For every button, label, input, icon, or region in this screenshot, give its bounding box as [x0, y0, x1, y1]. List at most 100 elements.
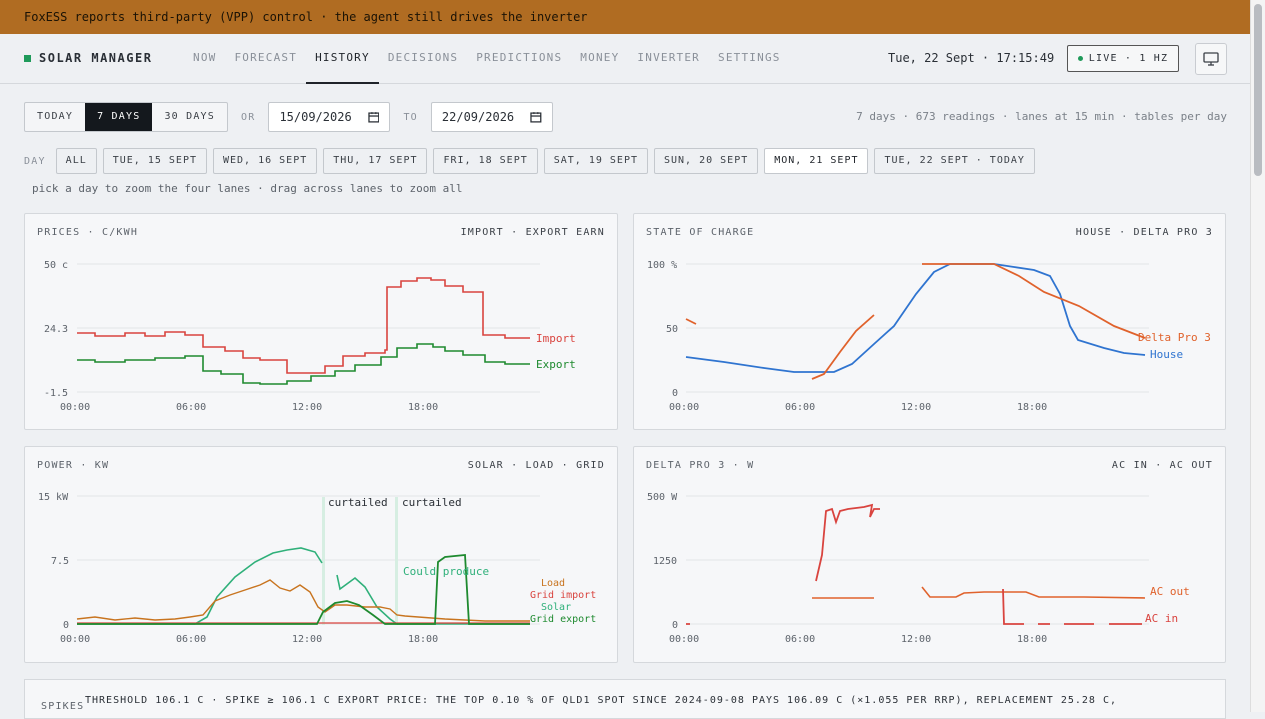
day-button[interactable]: FRI, 18 SEPT	[433, 148, 538, 174]
range-selector: TODAY 7 DAYS 30 DAYS	[24, 102, 228, 132]
y-tick: 0	[63, 620, 69, 631]
range-30days-button[interactable]: 30 DAYS	[164, 111, 215, 122]
ac-in-line	[686, 503, 1142, 625]
vpp-warning-banner: FoxESS reports third-party (VPP) control…	[0, 0, 1250, 34]
prices-chart[interactable]: 50 c 24.3 -1.5 00:00 06:00 12:00 18:00 I…	[25, 214, 619, 431]
day-label: DAY	[24, 155, 46, 167]
spikes-threshold-text: THRESHOLD 106.1 C · SPIKE ≥ 106.1 C EXPO…	[85, 695, 1118, 706]
x-tick: 06:00	[785, 634, 815, 645]
delta-chart[interactable]: 500 W 1250 0 00:00 06:00 12:00 18:00 AC …	[634, 447, 1227, 664]
range-7days-button[interactable]: 7 DAYS	[85, 103, 153, 131]
x-tick: 06:00	[176, 402, 206, 413]
power-title: POWER · KW	[37, 460, 110, 471]
soc-chart[interactable]: 100 % 50 0 00:00 06:00 12:00 18:00 Delta…	[634, 214, 1227, 431]
solar-line	[77, 547, 530, 625]
or-label: OR	[240, 111, 256, 123]
prices-gridlines	[77, 263, 540, 393]
x-tick: 12:00	[292, 634, 322, 645]
zoom-hint: pick a day to zoom the four lanes · drag…	[32, 182, 463, 195]
could-produce-annotation: Could produce	[403, 565, 489, 578]
x-tick: 00:00	[669, 402, 699, 413]
range-bar: TODAY 7 DAYS 30 DAYS OR 15/09/2026 TO 22…	[24, 102, 553, 132]
top-navigation: SOLAR MANAGER NOW FORECAST HISTORY DECIS…	[0, 34, 1250, 84]
solar-series-label: Solar	[541, 602, 571, 613]
grid-export-series-label: Grid export	[530, 614, 596, 625]
nav-tab-decisions[interactable]: DECISIONS	[387, 51, 459, 64]
prices-panel[interactable]: PRICES · C/KWH IMPORT · EXPORT EARN 50 c…	[24, 213, 618, 430]
to-date-input[interactable]: 22/09/2026	[430, 102, 553, 132]
x-tick: 12:00	[901, 402, 931, 413]
x-tick: 00:00	[60, 634, 90, 645]
import-line	[77, 277, 530, 374]
soc-title: STATE OF CHARGE	[646, 227, 755, 238]
delta-pro-line	[685, 263, 1146, 380]
x-tick: 12:00	[292, 402, 322, 413]
nav-tab-money[interactable]: MONEY	[580, 51, 620, 64]
prices-legend: IMPORT · EXPORT EARN	[460, 227, 605, 238]
clock: Tue, 22 Sept · 17:15:49	[888, 51, 1055, 65]
x-tick: 18:00	[1017, 402, 1047, 413]
day-button[interactable]: SUN, 20 SEPT	[653, 148, 759, 174]
spikes-table: SPIKES THRESHOLD 106.1 C · SPIKE ≥ 106.1…	[24, 679, 1226, 719]
day-all-button[interactable]: ALL	[55, 148, 97, 174]
from-date-input[interactable]: 15/09/2026	[268, 102, 391, 132]
power-chart[interactable]: curtailed curtailed 15 kW 7.5 0 00:00 06…	[25, 447, 619, 664]
nav-tab-forecast[interactable]: FORECAST	[234, 51, 298, 64]
prices-title: PRICES · C/KWH	[37, 227, 139, 238]
delta-pro-series-label: Delta Pro 3	[1138, 331, 1211, 344]
soc-panel[interactable]: STATE OF CHARGE HOUSE · DELTA PRO 3 100 …	[633, 213, 1226, 430]
live-button[interactable]: LIVE · 1 HZ	[1067, 45, 1179, 72]
export-series-label: Export	[536, 358, 576, 371]
delta-gridlines	[686, 495, 1149, 625]
curtailed-annotation: curtailed	[402, 496, 462, 509]
range-summary: 7 days · 673 readings · lanes at 15 min …	[856, 110, 1227, 123]
scrollbar-thumb[interactable]	[1254, 4, 1262, 176]
x-tick: 18:00	[408, 402, 438, 413]
spikes-label: SPIKES	[41, 701, 85, 712]
nav-tab-history[interactable]: HISTORY	[306, 34, 379, 84]
day-button[interactable]: TUE, 15 SEPT	[102, 148, 207, 174]
display-mode-button[interactable]	[1195, 43, 1227, 75]
calendar-icon[interactable]	[368, 111, 380, 123]
to-date-value: 22/09/2026	[441, 110, 515, 124]
power-legend: SOLAR · LOAD · GRID	[467, 460, 605, 471]
y-tick: 0	[672, 620, 678, 631]
ac-out-series-label: AC out	[1150, 585, 1190, 598]
x-tick: 18:00	[408, 634, 438, 645]
y-tick: -1.5	[44, 388, 68, 399]
nav-tab-predictions[interactable]: PREDICTIONS	[476, 51, 563, 64]
x-tick: 00:00	[60, 402, 90, 413]
from-date-value: 15/09/2026	[279, 110, 352, 124]
calendar-icon[interactable]	[530, 111, 542, 123]
grid-import-series-label: Grid import	[530, 590, 596, 601]
delta-panel[interactable]: DELTA PRO 3 · W AC IN · AC OUT 500 W 125…	[633, 446, 1226, 663]
delta-legend: AC IN · AC OUT	[1111, 460, 1213, 471]
x-tick: 06:00	[176, 634, 206, 645]
live-label: LIVE · 1 HZ	[1088, 53, 1169, 64]
x-tick: 12:00	[901, 634, 931, 645]
range-today-button[interactable]: TODAY	[37, 111, 74, 122]
nav-tab-settings[interactable]: SETTINGS	[718, 51, 781, 64]
day-button-selected[interactable]: MON, 21 SEPT	[764, 148, 869, 174]
day-button[interactable]: WED, 16 SEPT	[212, 148, 318, 174]
ac-out-line	[812, 586, 1146, 599]
y-tick: 50 c	[44, 260, 68, 271]
live-dot-icon	[1077, 56, 1083, 61]
power-panel[interactable]: POWER · KW SOLAR · LOAD · GRID curtailed…	[24, 446, 618, 663]
x-tick: 00:00	[669, 634, 699, 645]
x-tick: 18:00	[1017, 634, 1047, 645]
brand-name: SOLAR MANAGER	[39, 51, 153, 65]
y-tick: 15 kW	[38, 492, 69, 503]
house-line	[685, 263, 1146, 373]
curtailed-band	[395, 497, 398, 625]
nav-tabs: NOW FORECAST HISTORY DECISIONS PREDICTIO…	[184, 34, 790, 84]
power-gridlines	[77, 495, 540, 625]
nav-tab-inverter[interactable]: INVERTER	[637, 51, 701, 64]
brand-logo-icon	[24, 54, 31, 62]
day-button[interactable]: THU, 17 SEPT	[323, 148, 428, 174]
day-button[interactable]: SAT, 19 SEPT	[543, 148, 648, 174]
to-label: TO	[403, 111, 418, 123]
nav-tab-now[interactable]: NOW	[193, 51, 217, 64]
scrollbar[interactable]	[1250, 0, 1265, 712]
day-button-today[interactable]: TUE, 22 SEPT · TODAY	[874, 148, 1035, 174]
